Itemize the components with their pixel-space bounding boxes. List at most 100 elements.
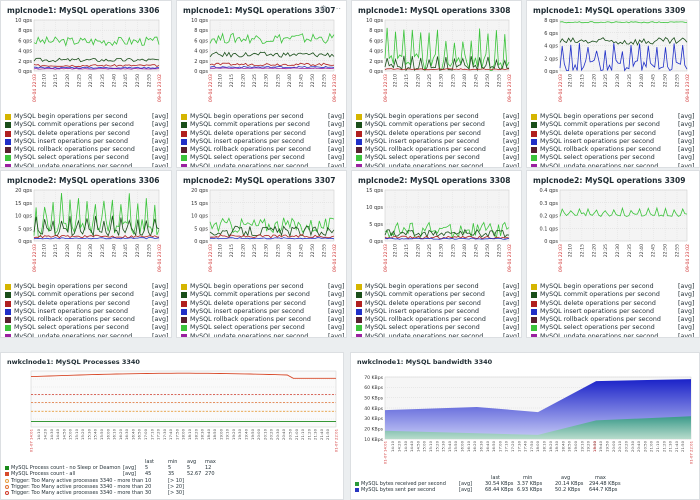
series-line [209,62,335,67]
y-tick-label: 0 qps [544,69,558,75]
processes-graph-widget[interactable]: nwkclnode1: MySQL Processes 3340 14:10 14:… [0,352,344,500]
series-line [384,68,510,71]
range-end-label: 09-04 23:02 [157,244,163,272]
ops-graph-widget[interactable]: mplcnode1: MySQL operations 3306 10 qps 8 … [0,0,172,168]
x-tick-label: 22:55 [322,244,328,257]
range-start-label: 09-04 22:03 [32,74,38,102]
x-tick-label: 19:30 [592,440,597,452]
x-tick-label: 22:40 [112,244,118,257]
y-tick-label: 10 qps [366,205,383,211]
legend-aggregation: [avg] [503,154,520,162]
x-tick-label: 21:50 [325,428,330,440]
x-tick-label: 22:35 [275,244,281,257]
x-tick-label: 22:35 [275,74,281,87]
legend-swatch [356,325,362,332]
y-tick-label: 0.3 qps [540,201,559,207]
trigger-name: Trigger: Too Many active processes 3340 … [11,490,152,496]
x-tick-label: 19:00 [573,440,578,452]
ops-graph-widget[interactable]: mplcnode2: MySQL operations 3309 0.4 qps 0… [526,170,700,338]
x-tick-label: 22:35 [100,74,106,87]
x-tick-label: 19:40 [598,440,603,452]
legend-series-name: MySQL select operations per second [190,154,305,162]
y-tick-label: 15 qps [191,201,208,207]
series-line [209,67,335,70]
legend-aggregation: [avg] [328,291,345,299]
bandwidth-graph-widget[interactable]: nwkclnode1: MySQL bandwidth 3340 70 KBps 6… [350,352,700,500]
y-tick-label: 0 qps [544,239,558,245]
y-tick-label: 10 qps [15,214,32,220]
series-line [33,192,160,237]
y-tick-label: 0.1 qps [540,226,559,232]
y-tick-label: 15 qps [366,188,383,194]
widget-title: mplcnode1: MySQL operations 3306 [7,6,160,15]
x-tick-label: 19:10 [579,440,584,452]
ops-graph-widget[interactable]: mplcnode1: MySQL operations 3308 10 qps 8 … [351,0,522,168]
x-tick-label: 14:30 [49,428,54,440]
x-tick-label: 22:15 [579,244,585,257]
legend-swatch [356,333,362,337]
legend-swatch [531,284,537,290]
x-tick-label: 22:50 [135,244,141,257]
x-tick-label: 22:45 [123,74,129,87]
legend-aggregation: [avg] [328,324,345,332]
gear-icon[interactable]: ⚙ [319,4,327,13]
legend-series-name: MySQL rollback operations per second [14,316,135,324]
x-tick-label: 15:10 [74,428,79,440]
legend-aggregation: [avg] [152,146,169,154]
legend-swatch [181,138,187,145]
legend-series-name: MySQL commit operations per second [190,121,310,129]
legend-series-name: MySQL update operations per second [14,162,133,168]
legend-aggregation: [avg] [152,283,169,290]
ops-graph-widget[interactable]: mplcnode2: MySQL operations 3306 20 qps 15… [0,170,172,338]
ops-graph-widget[interactable]: mplcnode2: MySQL operations 3307 20 qps 15… [176,170,347,338]
x-tick-label: 22:25 [77,74,83,87]
x-tick-label: 17:20 [510,440,515,452]
ops-graph-widget[interactable]: mplcnode1: MySQL operations 3307 ⚙ ⋯ 10 qps… [176,0,347,168]
x-tick-label: 21:30 [313,428,318,440]
x-tick-label: 22:25 [603,74,609,87]
legend-aggregation: [avg] [678,154,695,162]
range-start-label: 09-04 22:03 [208,74,214,102]
range-start-label: 09-04 22:03 [558,244,564,272]
legend-swatch [5,114,11,120]
legend-series-name: MySQL commit operations per second [14,121,134,129]
x-tick-label: 16:40 [130,428,135,440]
ops-chart: 20 qps 15 qps 10 qps 5 qps 0 qps 22:10 22:15 22… [15,188,163,272]
legend-aggregation: [avg] [678,146,695,154]
x-tick-label: 22:50 [663,74,669,87]
legend-series-name: MySQL insert operations per second [365,307,480,315]
y-tick-label: 60 KBps [364,385,383,391]
ops-graph-widget[interactable]: mplcnode2: MySQL operations 3308 15 qps 10… [351,170,522,338]
legend-aggregation: [avg] [328,299,345,307]
legend-aggregation: [avg] [678,299,695,307]
widget-title: nwkclnode1: MySQL Processes 3340 [7,358,140,366]
x-tick-label: 21:10 [300,428,305,440]
legend-aggregation: [avg] [328,121,345,129]
x-tick-label: 22:50 [485,74,491,87]
ops-graph-widget[interactable]: mplcnode1: MySQL operations 3309 8 qps 6 q… [526,0,700,168]
legend-aggregation: [avg] [503,307,520,315]
legend-series-name: MySQL begin operations per second [190,113,304,120]
x-tick-label: 22:25 [427,244,433,257]
legend-series-name: MySQL update operations per second [190,332,309,338]
more-menu-icon[interactable]: ⋯ [333,4,341,13]
legend-swatch [181,292,187,299]
x-tick-label: 22:25 [427,74,433,87]
ops-chart: 15 qps 10 qps 5 qps 0 qps 22:10 22:15 22:20 22:… [366,188,513,272]
legend-aggregation: [avg] [328,316,345,324]
y-tick-label: 20 qps [15,188,32,194]
y-tick-label: 8 qps [18,28,32,34]
legend-swatch [5,308,11,315]
x-tick-label: 22:15 [404,74,410,87]
legend-swatch [5,163,11,167]
widget-actions: ⚙ ⋯ [314,4,341,13]
y-tick-label: 5 qps [18,226,32,232]
x-tick-label: 21:20 [306,428,311,440]
x-tick-label: 22:10 [218,74,224,87]
y-tick-label: 10 qps [191,214,208,220]
legend-swatch [5,325,11,332]
legend-series-name: MySQL commit operations per second [190,291,310,299]
x-tick-label: 22:10 [393,74,399,87]
x-tick-label: 16:00 [460,440,465,452]
legend-aggregation: [avg] [459,487,473,493]
